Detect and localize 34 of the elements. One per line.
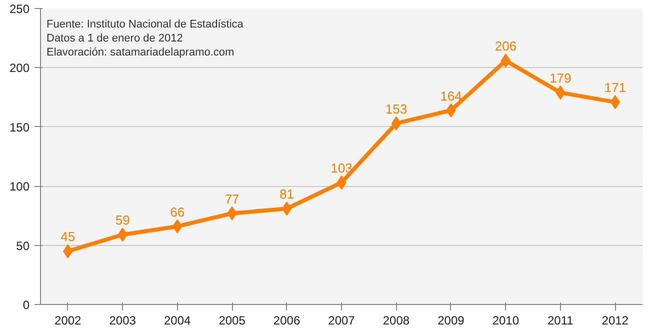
point <box>391 116 402 130</box>
y-tick-label: 50 <box>16 238 30 253</box>
y-tick-label: 100 <box>9 180 30 194</box>
x-tick-label: 2011 <box>548 314 574 328</box>
x-tick-label: 2006 <box>273 314 300 328</box>
point <box>282 202 292 216</box>
data-label: 66 <box>170 204 185 220</box>
y-tick-label: 200 <box>9 61 30 76</box>
data-label: 81 <box>280 186 294 202</box>
x-tick-label: 2012 <box>602 314 629 328</box>
x-tick-label: 2005 <box>218 314 246 328</box>
y-tick-label: 0 <box>22 298 30 312</box>
point <box>500 54 511 68</box>
data-label: 206 <box>494 38 517 54</box>
point <box>172 219 182 234</box>
data-label: 77 <box>224 191 240 206</box>
annotation: Datos a 1 de enero de 2012 <box>46 32 183 44</box>
data-label: 153 <box>385 101 408 116</box>
data-label: 45 <box>60 229 76 244</box>
x-tick-label: 2008 <box>382 314 410 328</box>
data-label: 171 <box>604 80 626 96</box>
x-tick-label: 2002 <box>54 314 82 328</box>
annotation: Fuente: Instituto Nacional de Estadística <box>46 18 244 30</box>
annotation: Elavoración: satamariadelapramo.com <box>46 46 234 58</box>
x-tick-label: 2009 <box>438 314 465 328</box>
x-tick-label: 2007 <box>328 314 356 328</box>
x-tick-label: 2003 <box>109 314 136 328</box>
data-label: 179 <box>550 70 572 86</box>
x-tick-label: 2010 <box>492 314 520 328</box>
data-label: 59 <box>115 212 130 228</box>
data-label: 164 <box>440 88 462 104</box>
x-tick-label: 2004 <box>164 314 191 328</box>
y-tick-label: 150 <box>9 120 30 134</box>
y-tick-label: 250 <box>9 2 30 16</box>
